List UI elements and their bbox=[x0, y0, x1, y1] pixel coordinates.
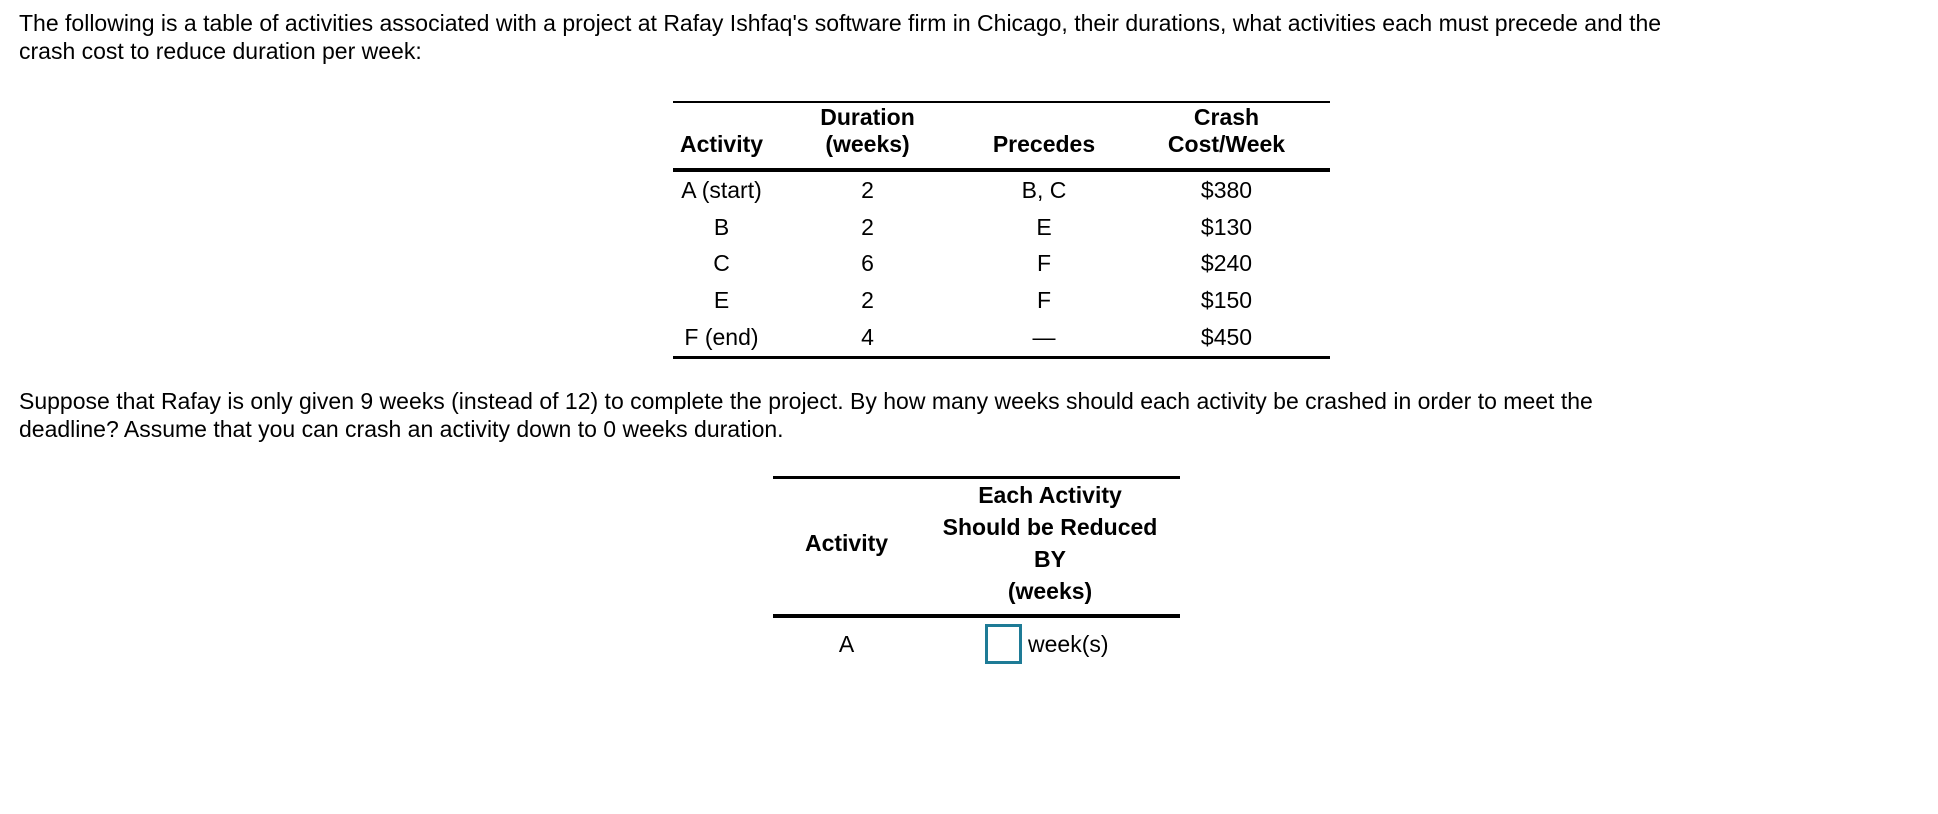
cell-duration: 6 bbox=[861, 250, 874, 277]
answer-row: A week(s) bbox=[773, 618, 1180, 668]
answer-header-line4: (weeks) bbox=[1007, 578, 1093, 604]
activity-table: Activity Duration (weeks) Precedes Crash… bbox=[673, 101, 1330, 359]
header-duration-line2: (weeks) bbox=[825, 131, 910, 157]
cell-activity: A (start) bbox=[681, 176, 762, 203]
cell-activity: B bbox=[713, 213, 730, 240]
cell-duration: 2 bbox=[861, 176, 874, 203]
answer-table-header: Activity Each Activity Should be Reduced… bbox=[773, 479, 1180, 618]
header-duration: Duration (weeks) bbox=[770, 104, 965, 158]
answer-header-line2: Should be Reduced bbox=[942, 514, 1158, 540]
table-row: C 6 F $240 bbox=[673, 246, 1330, 283]
answer-row-activity: A bbox=[838, 630, 855, 657]
question-line-1: Suppose that Rafay is only given 9 weeks… bbox=[19, 388, 1593, 414]
cell-crash-cost: $130 bbox=[1200, 213, 1253, 240]
cell-crash-cost: $240 bbox=[1200, 250, 1253, 277]
cell-duration: 2 bbox=[861, 213, 874, 240]
intro-paragraph: The following is a table of activities a… bbox=[19, 9, 1661, 65]
intro-line-1: The following is a table of activities a… bbox=[19, 10, 1662, 36]
cell-duration: 2 bbox=[861, 287, 874, 314]
activity-table-body: A (start) 2 B, C $380 B 2 E $130 C 6 F $… bbox=[673, 172, 1330, 356]
table-row: E 2 F $150 bbox=[673, 282, 1330, 319]
cell-precedes: F bbox=[1036, 287, 1052, 314]
answer-header-line1: Each Activity bbox=[978, 482, 1122, 508]
table-row: F (end) 4 — $450 bbox=[673, 319, 1330, 356]
cell-crash-cost: $380 bbox=[1200, 176, 1253, 203]
cell-activity: C bbox=[713, 250, 730, 277]
answer-header-activity: Activity bbox=[804, 530, 889, 556]
cell-precedes: E bbox=[1036, 213, 1052, 240]
header-activity: Activity bbox=[679, 131, 764, 157]
answer-header-line3: BY bbox=[1034, 546, 1066, 572]
header-crash-line1: Crash bbox=[1193, 104, 1260, 130]
header-crash-cost: Crash Cost/Week bbox=[1123, 104, 1330, 158]
question-paragraph: Suppose that Rafay is only given 9 weeks… bbox=[19, 387, 1593, 443]
answer-table: Activity Each Activity Should be Reduced… bbox=[773, 476, 1180, 668]
answer-input[interactable] bbox=[985, 624, 1022, 664]
cell-activity: F (end) bbox=[684, 324, 759, 351]
cell-precedes: — bbox=[1032, 324, 1056, 351]
answer-header-reduced-by: Each Activity Should be Reduced BY (week… bbox=[920, 479, 1180, 607]
answer-unit-label: week(s) bbox=[1028, 630, 1109, 657]
cell-duration: 4 bbox=[861, 324, 874, 351]
table-row: B 2 E $130 bbox=[673, 209, 1330, 246]
header-crash-line2: Cost/Week bbox=[1167, 131, 1286, 157]
cell-precedes: F bbox=[1036, 250, 1052, 277]
cell-precedes: B, C bbox=[1021, 176, 1067, 203]
intro-line-2: crash cost to reduce duration per week: bbox=[19, 38, 422, 64]
activity-table-header: Activity Duration (weeks) Precedes Crash… bbox=[673, 103, 1330, 172]
question-line-2: deadline? Assume that you can crash an a… bbox=[19, 416, 784, 442]
cell-crash-cost: $450 bbox=[1200, 324, 1253, 351]
cell-activity: E bbox=[713, 287, 730, 314]
answer-cell: week(s) bbox=[920, 624, 1180, 664]
header-duration-line1: Duration bbox=[820, 104, 915, 130]
table-row: A (start) 2 B, C $380 bbox=[673, 172, 1330, 209]
header-precedes: Precedes bbox=[992, 131, 1096, 157]
cell-crash-cost: $150 bbox=[1200, 287, 1253, 314]
